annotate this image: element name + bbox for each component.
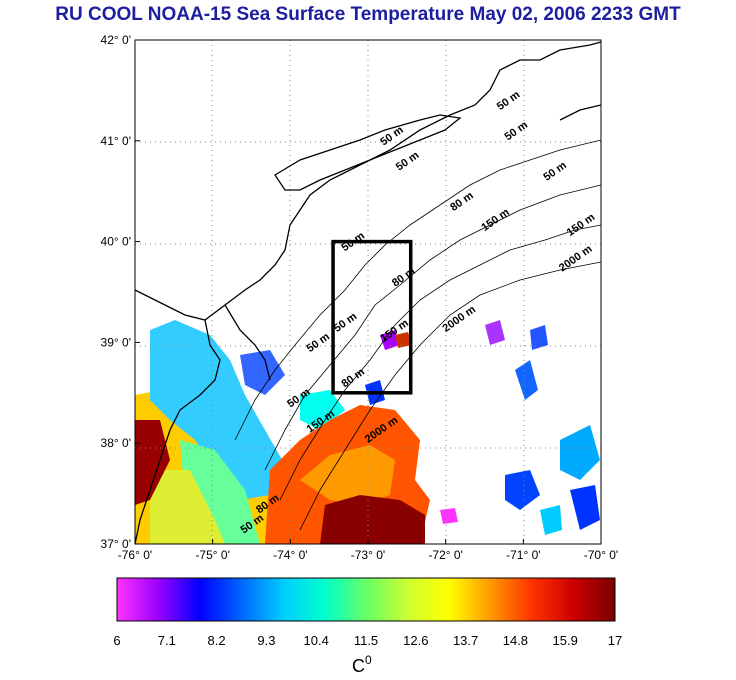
longitude-ticks: -76° 0' -75° 0' -74° 0' -73° 0' -72° 0' -71° … [118, 539, 618, 562]
sst-cyan-south [540, 505, 562, 535]
lon-tick-label: -75° 0' [195, 548, 229, 562]
sst-imagery-layer [135, 320, 600, 544]
lon-tick-label: -72° 0' [428, 548, 462, 562]
sst-orange-spot [395, 332, 412, 348]
sst-orange-core [300, 445, 395, 505]
lat-tick-label: 38° 0' [101, 436, 131, 450]
study-area-box [331, 239, 413, 395]
colorbar-tick-label: 11.5 [354, 633, 378, 648]
latitude-ticks: 42° 0' 41° 0' 40° 0' 39° 0' 38° 0' 37° 0' [101, 33, 140, 551]
colorbar-tick-label: 7.1 [158, 633, 176, 648]
contour-label: 2000 m [557, 243, 595, 274]
lon-tick-label: -73° 0' [351, 548, 385, 562]
colorbar-tick-label: 17 [608, 633, 622, 648]
sst-blue-east-1 [505, 470, 540, 510]
colorbar [116, 577, 616, 622]
colorbar-tick-label: 15.9 [553, 633, 578, 648]
lon-tick-label: -70° 0' [584, 548, 618, 562]
contour-label: 50 m [495, 89, 523, 113]
colorbar-tick-label: 12.6 [403, 633, 428, 648]
sst-cyan-east-1 [560, 425, 600, 480]
sst-green-shelf [150, 320, 285, 500]
contour-label: 150 m [565, 211, 598, 239]
contour-label: 80 m [448, 189, 476, 213]
contour-label: 50 m [378, 124, 406, 148]
lat-tick-label: 41° 0' [101, 134, 131, 148]
page-title: RU COOL NOAA-15 Sea Surface Temperature … [55, 4, 681, 25]
sst-blue-patch-1 [240, 350, 285, 395]
contour-label: 50 m [305, 331, 333, 355]
lon-tick-label: -76° 0' [118, 548, 152, 562]
lat-tick-label: 40° 0' [101, 235, 131, 249]
sst-magenta-east [440, 508, 458, 524]
sst-darkred-core [320, 495, 425, 544]
contour-label: 50 m [503, 119, 531, 143]
sst-dark-red-coast [135, 420, 170, 505]
colorbar-tick-label: 10.4 [304, 633, 329, 648]
lon-tick-label: -74° 0' [273, 548, 307, 562]
contour-label: 150 m [479, 206, 512, 234]
lon-tick-label: -71° 0' [506, 548, 540, 562]
sst-blue-east-3 [570, 485, 600, 530]
contour-label: 80 m [390, 265, 418, 289]
contour-label: 50 m [541, 159, 569, 183]
sst-blue-east-4 [530, 325, 548, 350]
coastline [135, 41, 601, 544]
colorbar-tick-label: 13.7 [453, 633, 478, 648]
colorbar-tick-label: 9.3 [257, 633, 275, 648]
colorbar-tick-label: 8.2 [208, 633, 226, 648]
bathymetry-contours [234, 139, 601, 531]
sst-blue-east-2 [515, 360, 538, 400]
sst-yellow-band [150, 470, 225, 544]
colorbar-unit: C0 [352, 653, 372, 676]
contour-label: 50 m [340, 230, 368, 254]
contour-label: 80 m [340, 366, 368, 390]
sst-cyan-patch-1 [300, 390, 345, 430]
lat-tick-label: 39° 0' [101, 335, 131, 349]
sst-purple-east [485, 320, 505, 345]
lat-tick-label: 37° 0' [101, 537, 131, 551]
graticule [135, 40, 601, 544]
colorbar-labels: 6 7.1 8.2 9.3 10.4 11.5 12.6 13.7 14.8 15.9 17 [113, 633, 622, 648]
colorbar-tick-label: 6 [113, 633, 120, 648]
colorbar-tick-label: 14.8 [503, 633, 528, 648]
lat-tick-label: 42° 0' [101, 33, 131, 47]
colorbar-unit-superscript: 0 [365, 653, 372, 667]
contour-label: 50 m [394, 149, 422, 173]
colorbar-unit-label: C [352, 656, 365, 676]
contour-label: 50 m [332, 310, 360, 334]
